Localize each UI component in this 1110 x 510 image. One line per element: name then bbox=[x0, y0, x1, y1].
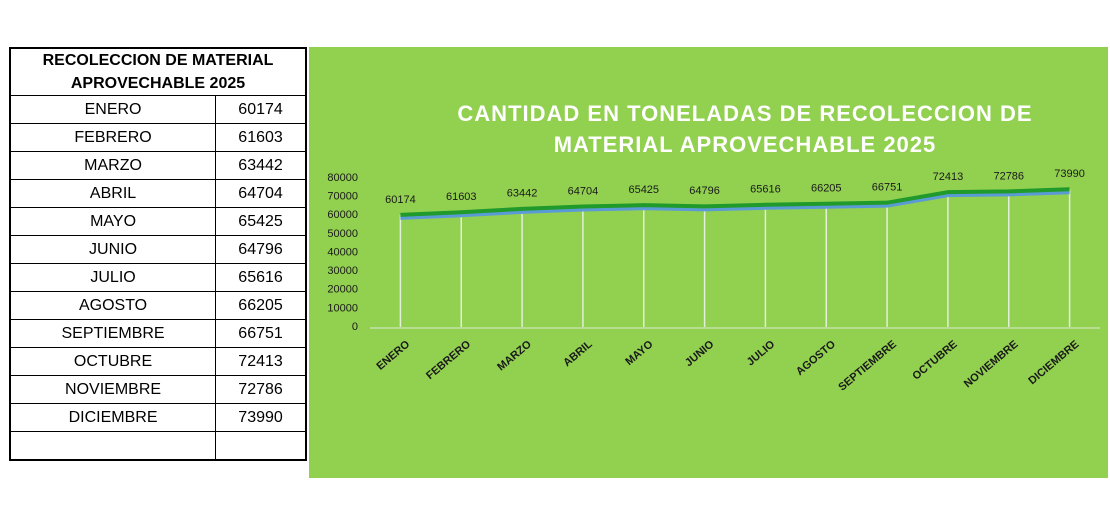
value-cell: 72786 bbox=[215, 375, 307, 404]
line bbox=[400, 187, 1070, 217]
chart-title: CANTIDAD EN TONELADAS DE RECOLECCION DE … bbox=[457, 101, 1033, 157]
data-label: 66751 bbox=[872, 182, 903, 194]
month-cell: SEPTIEMBRE bbox=[9, 319, 217, 348]
y-tick-label: 30000 bbox=[327, 265, 358, 277]
y-tick-label: 0 bbox=[352, 321, 358, 333]
month-cell: MARZO bbox=[9, 151, 217, 180]
value-cell: 60174 bbox=[215, 95, 307, 124]
y-tick-label: 60000 bbox=[327, 209, 358, 221]
table-row: MARZO 63442 bbox=[9, 151, 307, 180]
y-tick-label: 50000 bbox=[327, 228, 358, 240]
value-cell: 72413 bbox=[215, 347, 307, 376]
value-cell: 66751 bbox=[215, 319, 307, 348]
data-label: 72413 bbox=[933, 171, 964, 183]
value-cell: 65616 bbox=[215, 263, 307, 292]
table-row: JULIO 65616 bbox=[9, 263, 307, 292]
value-cell: 61603 bbox=[215, 123, 307, 152]
data-label: 73990 bbox=[1054, 168, 1085, 180]
table-row: NOVIEMBRE 72786 bbox=[9, 375, 307, 404]
value-cell: 73990 bbox=[215, 403, 307, 432]
data-label: 72786 bbox=[993, 170, 1024, 182]
value-cell: 66205 bbox=[215, 291, 307, 320]
month-cell: AGOSTO bbox=[9, 291, 217, 320]
line-shadow bbox=[400, 190, 1070, 220]
value-cell: 64796 bbox=[215, 235, 307, 264]
table-row: ABRIL 64704 bbox=[9, 179, 307, 208]
data-label: 64704 bbox=[568, 185, 599, 197]
empty-row bbox=[9, 431, 307, 461]
y-tick-label: 40000 bbox=[327, 246, 358, 258]
value-cell: 63442 bbox=[215, 151, 307, 180]
month-cell: DICIEMBRE bbox=[9, 403, 217, 432]
data-label: 65616 bbox=[750, 184, 781, 196]
table-row: DICIEMBRE 73990 bbox=[9, 403, 307, 432]
empty-cell bbox=[9, 431, 217, 461]
table-row: ENERO 60174 bbox=[9, 95, 307, 124]
data-label: 60174 bbox=[385, 194, 416, 206]
month-cell: FEBRERO bbox=[9, 123, 217, 152]
y-tick-label: 80000 bbox=[327, 172, 358, 184]
table-row: OCTUBRE 72413 bbox=[9, 347, 307, 376]
data-label: 65425 bbox=[628, 184, 659, 196]
header-row: RECOLECCION DE MATERIAL APROVECHABLE 202… bbox=[9, 47, 307, 96]
value-cell: 64704 bbox=[215, 179, 307, 208]
y-tick-label: 70000 bbox=[327, 191, 358, 203]
chart-background bbox=[309, 47, 1108, 478]
table-body: RECOLECCION DE MATERIAL APROVECHABLE 202… bbox=[9, 47, 307, 461]
table: RECOLECCION DE MATERIAL APROVECHABLE 202… bbox=[9, 47, 307, 461]
empty-cell bbox=[215, 431, 307, 461]
month-cell: MAYO bbox=[9, 207, 217, 236]
data-label: 61603 bbox=[446, 191, 477, 203]
table-header: RECOLECCION DE MATERIAL APROVECHABLE 202… bbox=[9, 47, 307, 96]
table-row: FEBRERO 61603 bbox=[9, 123, 307, 152]
table-row: JUNIO 64796 bbox=[9, 235, 307, 264]
table-row: AGOSTO 66205 bbox=[9, 291, 307, 320]
month-cell: NOVIEMBRE bbox=[9, 375, 217, 404]
month-cell: ENERO bbox=[9, 95, 217, 124]
month-cell: JUNIO bbox=[9, 235, 217, 264]
month-cell: ABRIL bbox=[9, 179, 217, 208]
data-label: 64796 bbox=[689, 185, 720, 197]
table-row: SEPTIEMBRE 66751 bbox=[9, 319, 307, 348]
month-cell: JULIO bbox=[9, 263, 217, 292]
y-tick-label: 10000 bbox=[327, 302, 358, 314]
value-cell: 65425 bbox=[215, 207, 307, 236]
data-label: 63442 bbox=[507, 188, 538, 200]
month-cell: OCTUBRE bbox=[9, 347, 217, 376]
table-row: MAYO 65425 bbox=[9, 207, 307, 236]
data-label: 66205 bbox=[811, 183, 842, 195]
y-tick-label: 20000 bbox=[327, 284, 358, 296]
